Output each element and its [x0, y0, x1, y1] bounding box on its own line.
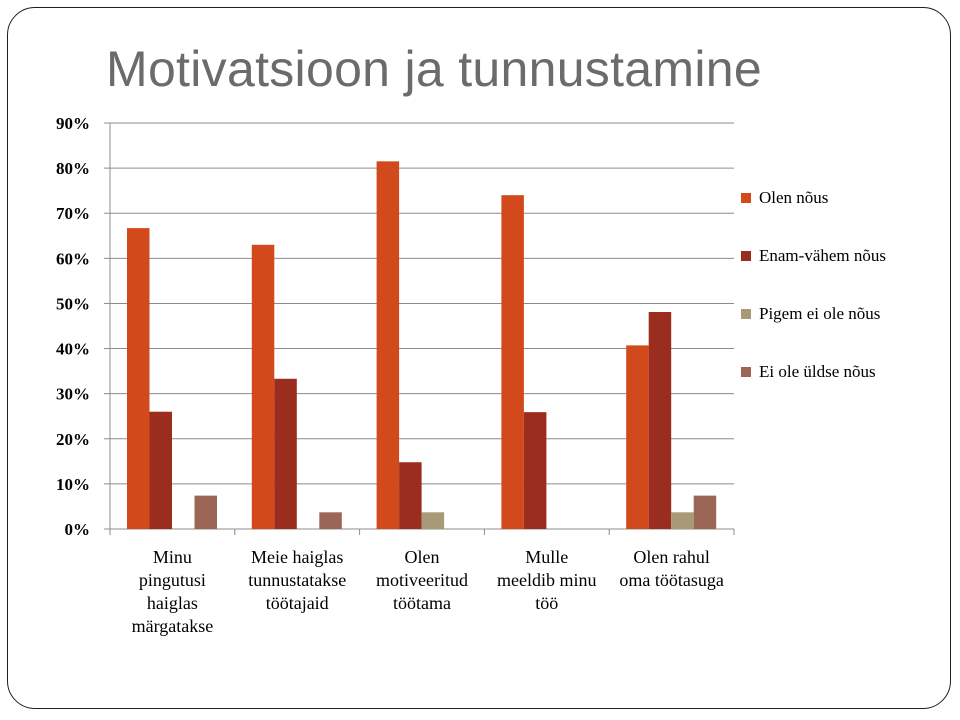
x-category-label: oma töötasuga: [619, 570, 723, 590]
x-category-label: meeldib minu: [497, 570, 596, 590]
y-tick-label: 20%: [56, 430, 90, 449]
bar: [399, 462, 422, 529]
y-tick-label: 90%: [56, 114, 90, 133]
legend-item: Ei ole üldse nõus: [741, 360, 876, 384]
bar: [274, 378, 297, 529]
legend-swatch: [741, 193, 751, 203]
x-category-label: tunnustatakse: [248, 570, 346, 590]
x-category-label: töötajaid: [266, 593, 329, 613]
bar: [251, 244, 275, 530]
x-category-label: haiglas: [147, 593, 198, 613]
bar: [523, 412, 547, 529]
y-tick-label: 60%: [56, 249, 90, 268]
slide-title: Motivatsioon ja tunnustamine: [106, 41, 762, 97]
bar: [376, 161, 400, 529]
x-category-label: motiveeritud: [376, 570, 468, 590]
y-tick-label: 40%: [56, 340, 90, 359]
x-category-label: Meie haiglas: [251, 547, 343, 567]
x-category-label: töö: [535, 593, 558, 613]
legend-label: Enam-vähem nõus: [759, 246, 886, 265]
x-category-label: Olen rahul: [633, 547, 709, 567]
y-tick-label: 30%: [56, 385, 90, 404]
legend-swatch: [741, 251, 751, 261]
legend-label: Ei ole üldse nõus: [759, 362, 876, 381]
bar: [319, 512, 342, 529]
y-tick-label: 50%: [56, 294, 90, 313]
legend-label: Pigem ei ole nõus: [759, 304, 881, 323]
legend-swatch: [741, 367, 751, 377]
bar: [127, 228, 150, 529]
legend-item: Enam-vähem nõus: [741, 244, 886, 268]
slide-frame: [7, 7, 951, 709]
bar: [693, 495, 717, 529]
x-category-label: pingutusi: [139, 570, 206, 590]
legend-label: Olen nõus: [759, 188, 829, 207]
legend-item: Pigem ei ole nõus: [741, 302, 880, 326]
bar: [421, 512, 445, 529]
y-tick-label: 10%: [56, 475, 90, 494]
x-category-label: Minu: [153, 547, 192, 567]
x-category-label: Olen: [405, 547, 440, 567]
legend-item: Olen nõus: [741, 186, 828, 210]
bar: [626, 345, 649, 529]
bar: [501, 195, 524, 529]
bar: [671, 512, 694, 529]
y-tick-label: 80%: [56, 159, 90, 178]
x-category-label: töötama: [393, 593, 451, 613]
bar: [648, 312, 672, 529]
y-tick-label: 70%: [56, 204, 90, 223]
x-category-label: märgatakse: [132, 616, 214, 636]
bar: [149, 411, 172, 529]
legend-swatch: [741, 309, 751, 319]
x-category-label: Mulle: [525, 547, 568, 567]
bar: [194, 495, 217, 529]
y-tick-label: 0%: [65, 520, 91, 539]
